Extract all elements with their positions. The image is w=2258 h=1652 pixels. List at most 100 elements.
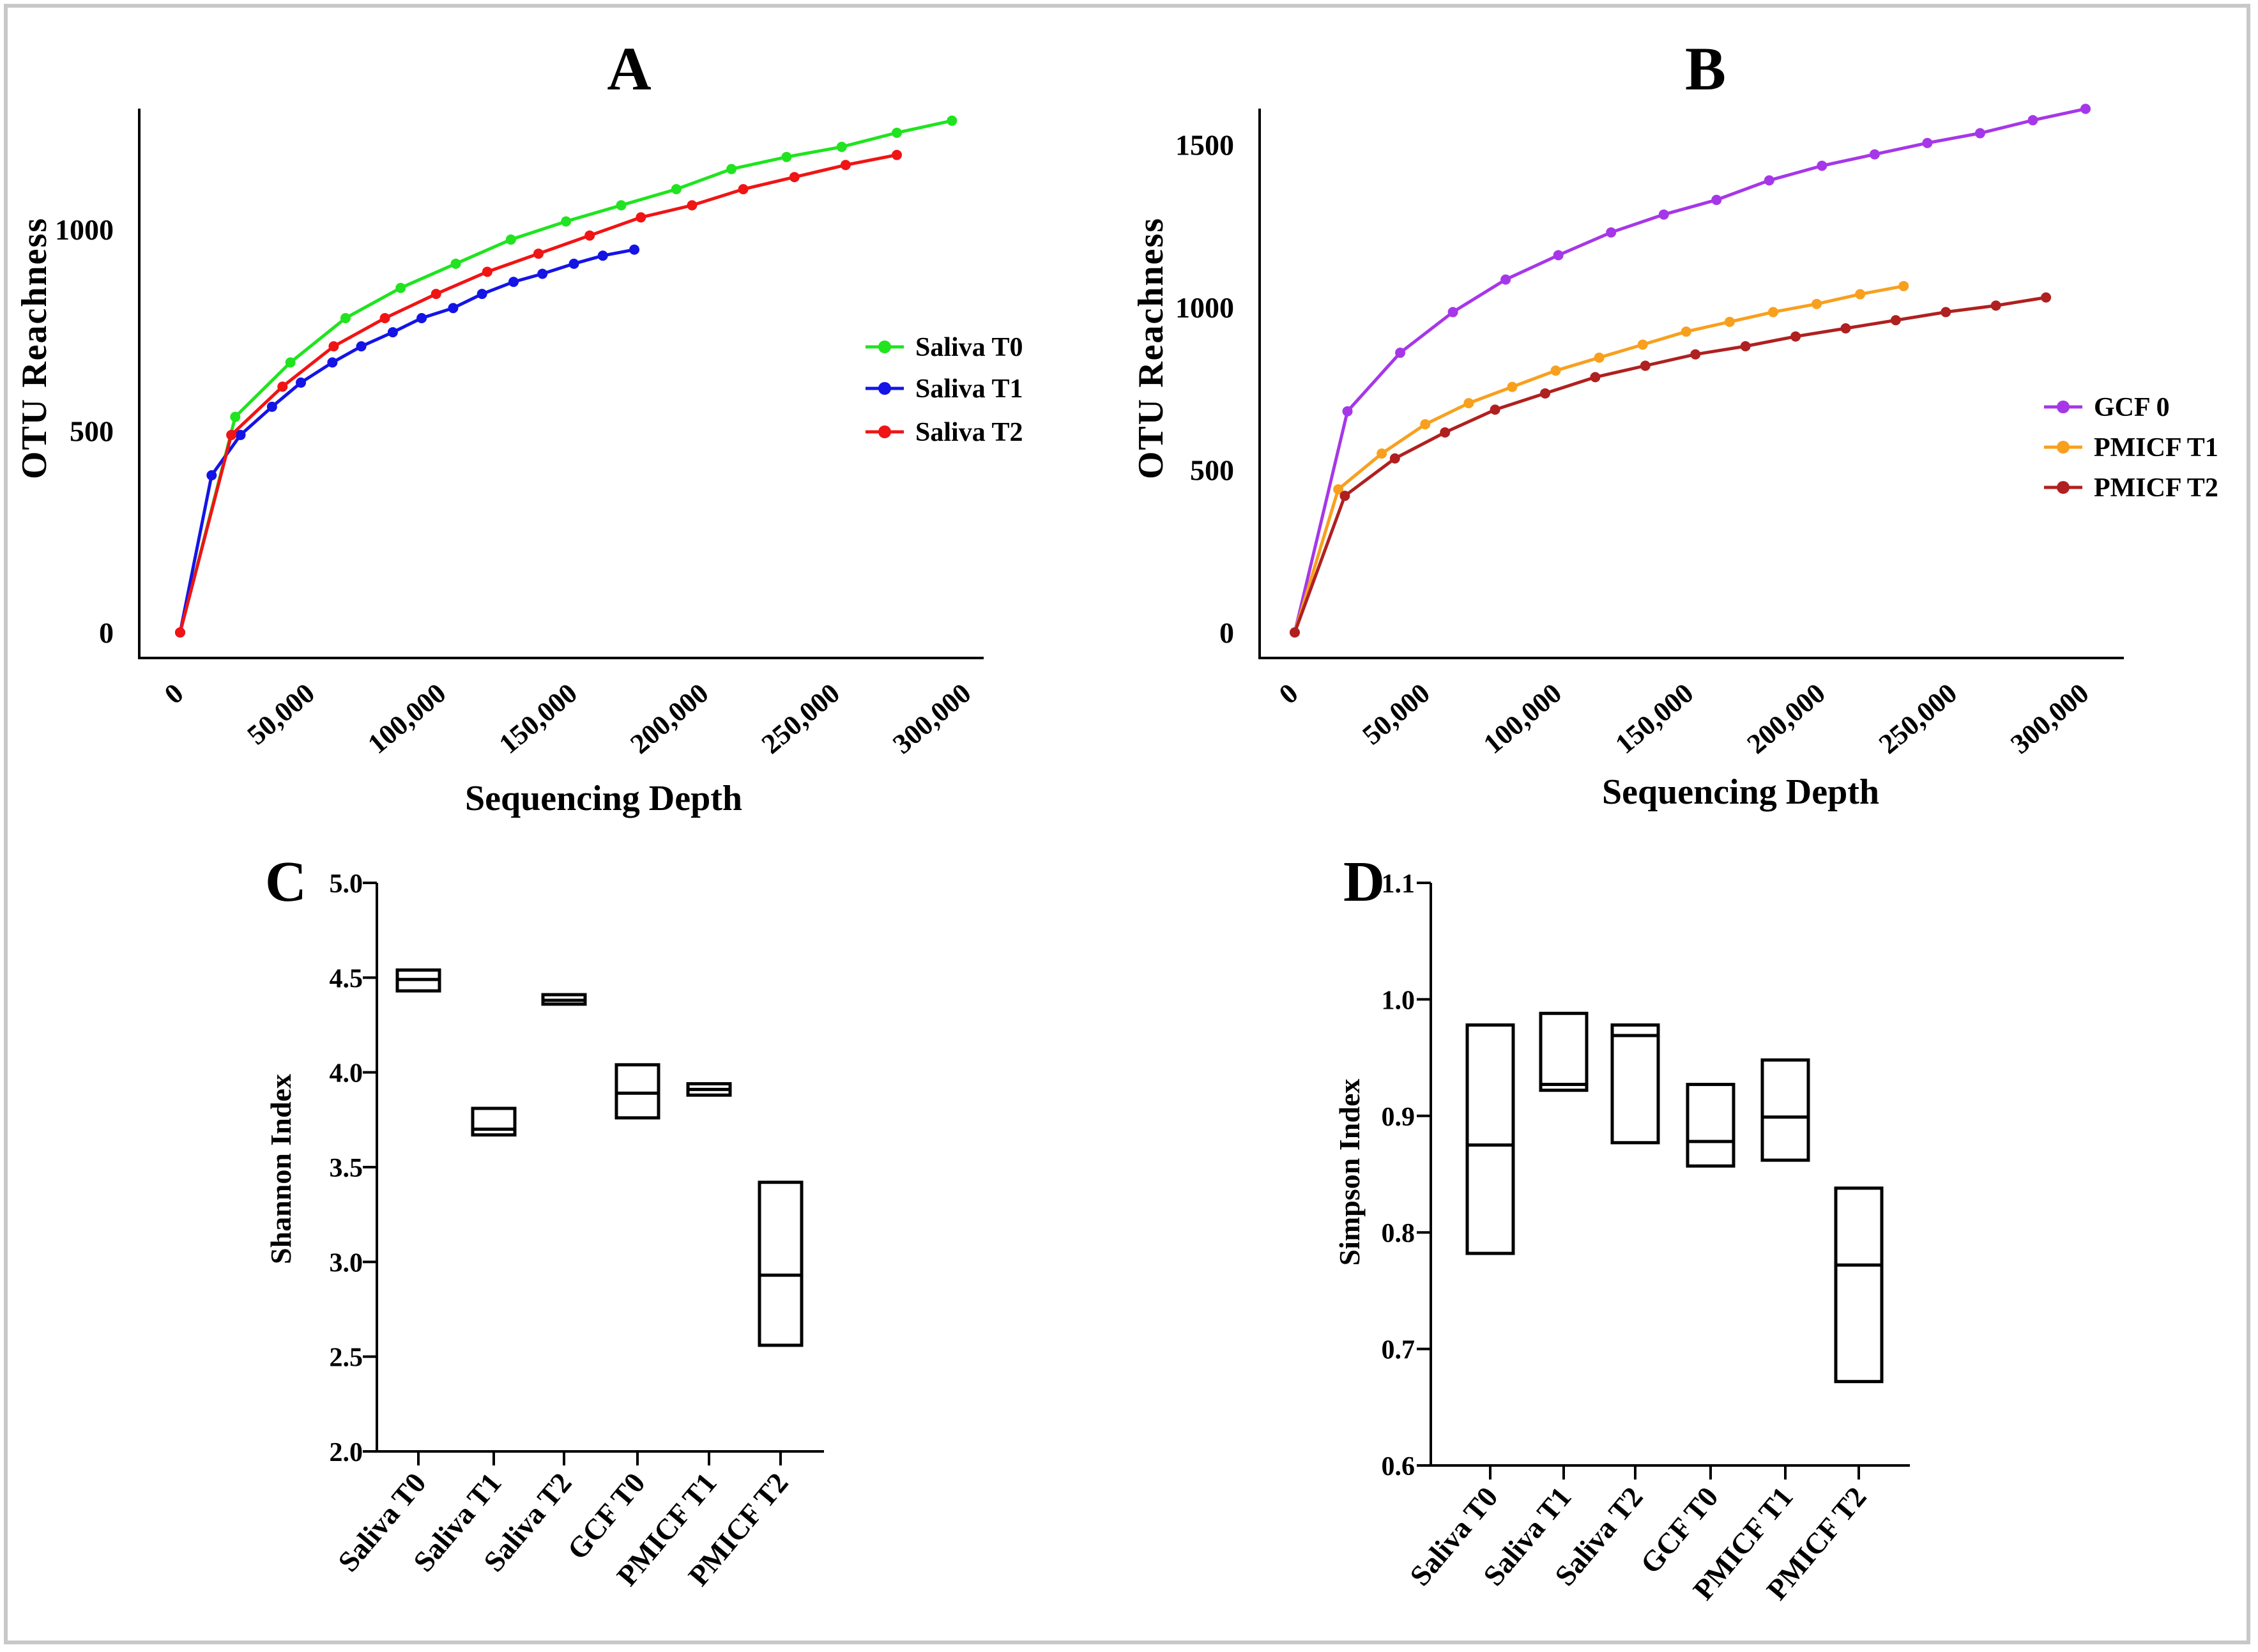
y-tick-label: 0.8	[1382, 1219, 1415, 1248]
series-point	[1941, 307, 1951, 317]
x-tick-label: 300,000	[2004, 677, 2094, 760]
y-axis-label: OTU Reachness	[15, 217, 54, 479]
series-point	[1606, 227, 1617, 238]
series-point	[1500, 274, 1511, 285]
series-point	[1890, 315, 1901, 326]
series-point	[277, 381, 288, 392]
series-point	[206, 470, 217, 480]
series-point	[636, 212, 646, 223]
series-point	[1855, 289, 1866, 300]
series-point	[687, 200, 698, 211]
y-axis-label: Shannon Index	[264, 1074, 297, 1264]
legend-label: Saliva T0	[915, 333, 1023, 362]
series-point	[450, 258, 461, 269]
series-point	[1420, 419, 1431, 430]
series-point	[1550, 365, 1561, 376]
legend-swatch-marker	[878, 425, 891, 438]
series-point	[226, 429, 237, 440]
box-1	[1465, 1023, 1515, 1255]
series-point	[2041, 292, 2052, 303]
series-point	[1395, 348, 1406, 358]
series-point	[1690, 349, 1701, 360]
legend-label: GCF 0	[2094, 393, 2170, 422]
series-point	[1440, 427, 1451, 438]
legend-swatch-marker	[2057, 481, 2070, 494]
y-tick-label: 500	[1190, 454, 1234, 486]
panel-title: C	[265, 850, 307, 914]
series-point	[584, 230, 595, 241]
series-point	[327, 357, 338, 368]
x-axis-label: Sequencing Depth	[465, 779, 742, 818]
panel-title: B	[1685, 34, 1726, 103]
x-tick-label: 150,000	[493, 677, 583, 760]
box-6	[758, 1181, 804, 1347]
panel-b-rarefaction-chart: B OTU Reachness Sequencing Depth 0 500 1000 15…	[1131, 34, 2218, 812]
panel-title: A	[607, 34, 651, 103]
series-point	[1711, 194, 1722, 205]
series-point	[416, 313, 427, 323]
y-tick-label: 5.0	[330, 869, 363, 899]
legend-swatch-marker	[2057, 401, 2070, 413]
series-point	[1869, 149, 1880, 160]
series-point	[1540, 388, 1551, 399]
y-tick-label: 0	[1219, 616, 1234, 649]
series-point	[1740, 341, 1751, 351]
x-tick-label: 50,000	[1357, 677, 1436, 751]
y-tick-label: 0.9	[1382, 1103, 1415, 1132]
series-line-2	[178, 248, 635, 633]
series-point	[892, 127, 903, 138]
x-tick-label: 50,000	[241, 677, 321, 751]
series-point	[1342, 406, 1353, 417]
series-point	[1507, 381, 1518, 392]
x-tick-label: 250,000	[756, 677, 846, 760]
series-point	[296, 377, 307, 388]
series-point	[726, 164, 737, 174]
series-point	[356, 341, 367, 352]
series-point	[1463, 398, 1474, 409]
figure-frame	[4, 4, 2250, 1644]
series-point	[533, 249, 544, 259]
legend-swatch-marker	[878, 340, 891, 353]
series-point	[629, 244, 640, 255]
box-4	[1686, 1083, 1735, 1168]
series-point	[508, 277, 519, 287]
series-point	[671, 184, 682, 195]
axis-lines	[1258, 109, 2124, 659]
series-point	[1724, 316, 1735, 327]
legend-label: Saliva T2	[915, 418, 1023, 447]
series-point	[1553, 250, 1564, 261]
series-point	[379, 313, 390, 323]
series-point	[1898, 280, 1909, 291]
series-point	[892, 149, 903, 160]
series-point	[1333, 484, 1344, 494]
series-point	[1590, 372, 1601, 383]
y-tick-label: 1000	[55, 213, 114, 246]
series-point	[1339, 491, 1350, 501]
series-point	[266, 401, 277, 412]
y-tick-label: 0.7	[1382, 1336, 1415, 1365]
panel-title: D	[1343, 850, 1385, 914]
series-point	[840, 160, 851, 171]
series-point	[1490, 404, 1500, 415]
series-point	[2027, 115, 2038, 126]
series-line-1	[1293, 107, 2086, 633]
legend-label: PMICF T1	[2094, 433, 2218, 463]
series-point	[235, 429, 246, 440]
box-5	[1760, 1058, 1810, 1162]
series-point	[448, 303, 459, 314]
box-3	[1610, 1023, 1660, 1145]
series-point	[505, 234, 516, 245]
series-point	[1990, 300, 2001, 311]
y-tick-label: 2.5	[330, 1343, 363, 1373]
series-point	[1812, 298, 1822, 309]
series-point	[1767, 307, 1778, 317]
y-axis-label: Simpson Index	[1333, 1079, 1366, 1266]
series-point	[477, 289, 487, 300]
series-point	[1764, 175, 1774, 186]
series-point	[789, 172, 800, 183]
series-point	[1377, 448, 1387, 459]
x-tick-label: 200,000	[624, 677, 714, 760]
legend-swatch-marker	[2057, 441, 2070, 454]
series-point	[561, 216, 572, 227]
x-tick-label: 150,000	[1609, 677, 1699, 760]
